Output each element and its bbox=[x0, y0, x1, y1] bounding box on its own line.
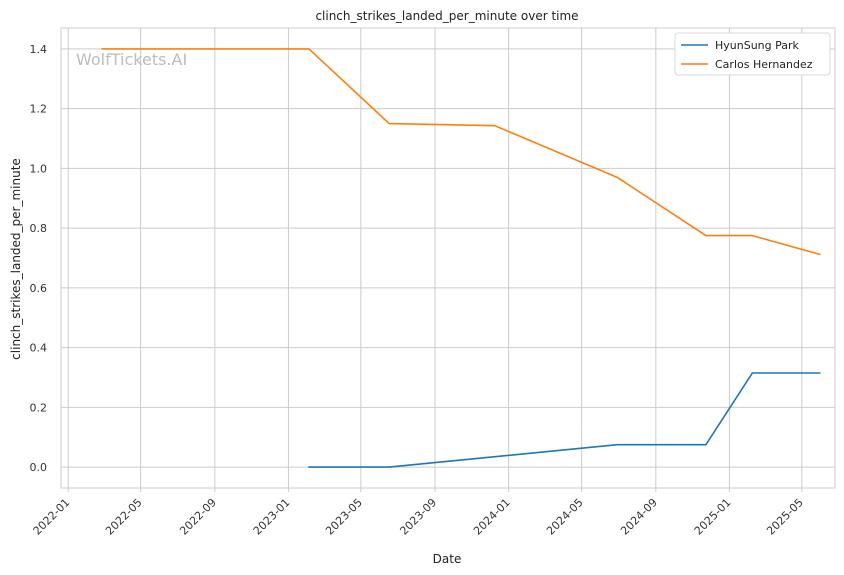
plot-frame bbox=[60, 27, 836, 489]
x-tick-label: 2022-05 bbox=[103, 496, 145, 538]
y-tick-label: 1.2 bbox=[30, 103, 48, 116]
watermark: WolfTickets.AI bbox=[76, 50, 187, 69]
legend: HyunSung Park Carlos Hernandez bbox=[674, 32, 831, 76]
series-line-hyunsung-park bbox=[308, 372, 821, 468]
chart-title: clinch_strikes_landed_per_minute over ti… bbox=[315, 9, 578, 23]
legend-label-carlos-hernandez: Carlos Hernandez bbox=[715, 58, 813, 71]
x-tick-label: 2025-01 bbox=[692, 496, 734, 538]
y-tick-label: 1.0 bbox=[30, 162, 48, 175]
y-tick-labels: 0.0 0.2 0.4 0.6 0.8 1.0 1.2 1.4 bbox=[30, 43, 48, 474]
x-tick-label: 2023-01 bbox=[251, 496, 293, 538]
series-lines bbox=[101, 48, 821, 468]
y-tick-label: 0.8 bbox=[30, 222, 48, 235]
series-line-carlos-hernandez bbox=[101, 48, 821, 256]
y-tick-label: 0.2 bbox=[30, 401, 48, 414]
y-axis-title: clinch_strikes_landed_per_minute bbox=[9, 158, 23, 360]
x-tick-label: 2023-05 bbox=[323, 496, 365, 538]
grid bbox=[61, 28, 835, 488]
x-tick-label: 2024-01 bbox=[471, 496, 513, 538]
y-tick-label: 0.0 bbox=[30, 461, 48, 474]
x-tick-label: 2022-09 bbox=[177, 496, 219, 538]
x-tick-label: 2023-09 bbox=[397, 496, 439, 538]
legend-label-hyunsung-park: HyunSung Park bbox=[715, 39, 800, 52]
x-tick-label: 2025-05 bbox=[764, 496, 806, 538]
x-tick-label: 2022-01 bbox=[31, 496, 73, 538]
x-tick-labels: 2022-01 2022-05 2022-09 2023-01 2023-05 2023-… bbox=[31, 488, 806, 538]
x-tick-label: 2024-09 bbox=[618, 496, 660, 538]
y-tick-label: 1.4 bbox=[30, 43, 48, 56]
y-tick-label: 0.6 bbox=[30, 282, 48, 295]
x-axis-title: Date bbox=[433, 552, 462, 566]
legend-box bbox=[674, 32, 831, 76]
x-tick-label: 2024-05 bbox=[544, 496, 586, 538]
y-tick-label: 0.4 bbox=[30, 342, 48, 355]
